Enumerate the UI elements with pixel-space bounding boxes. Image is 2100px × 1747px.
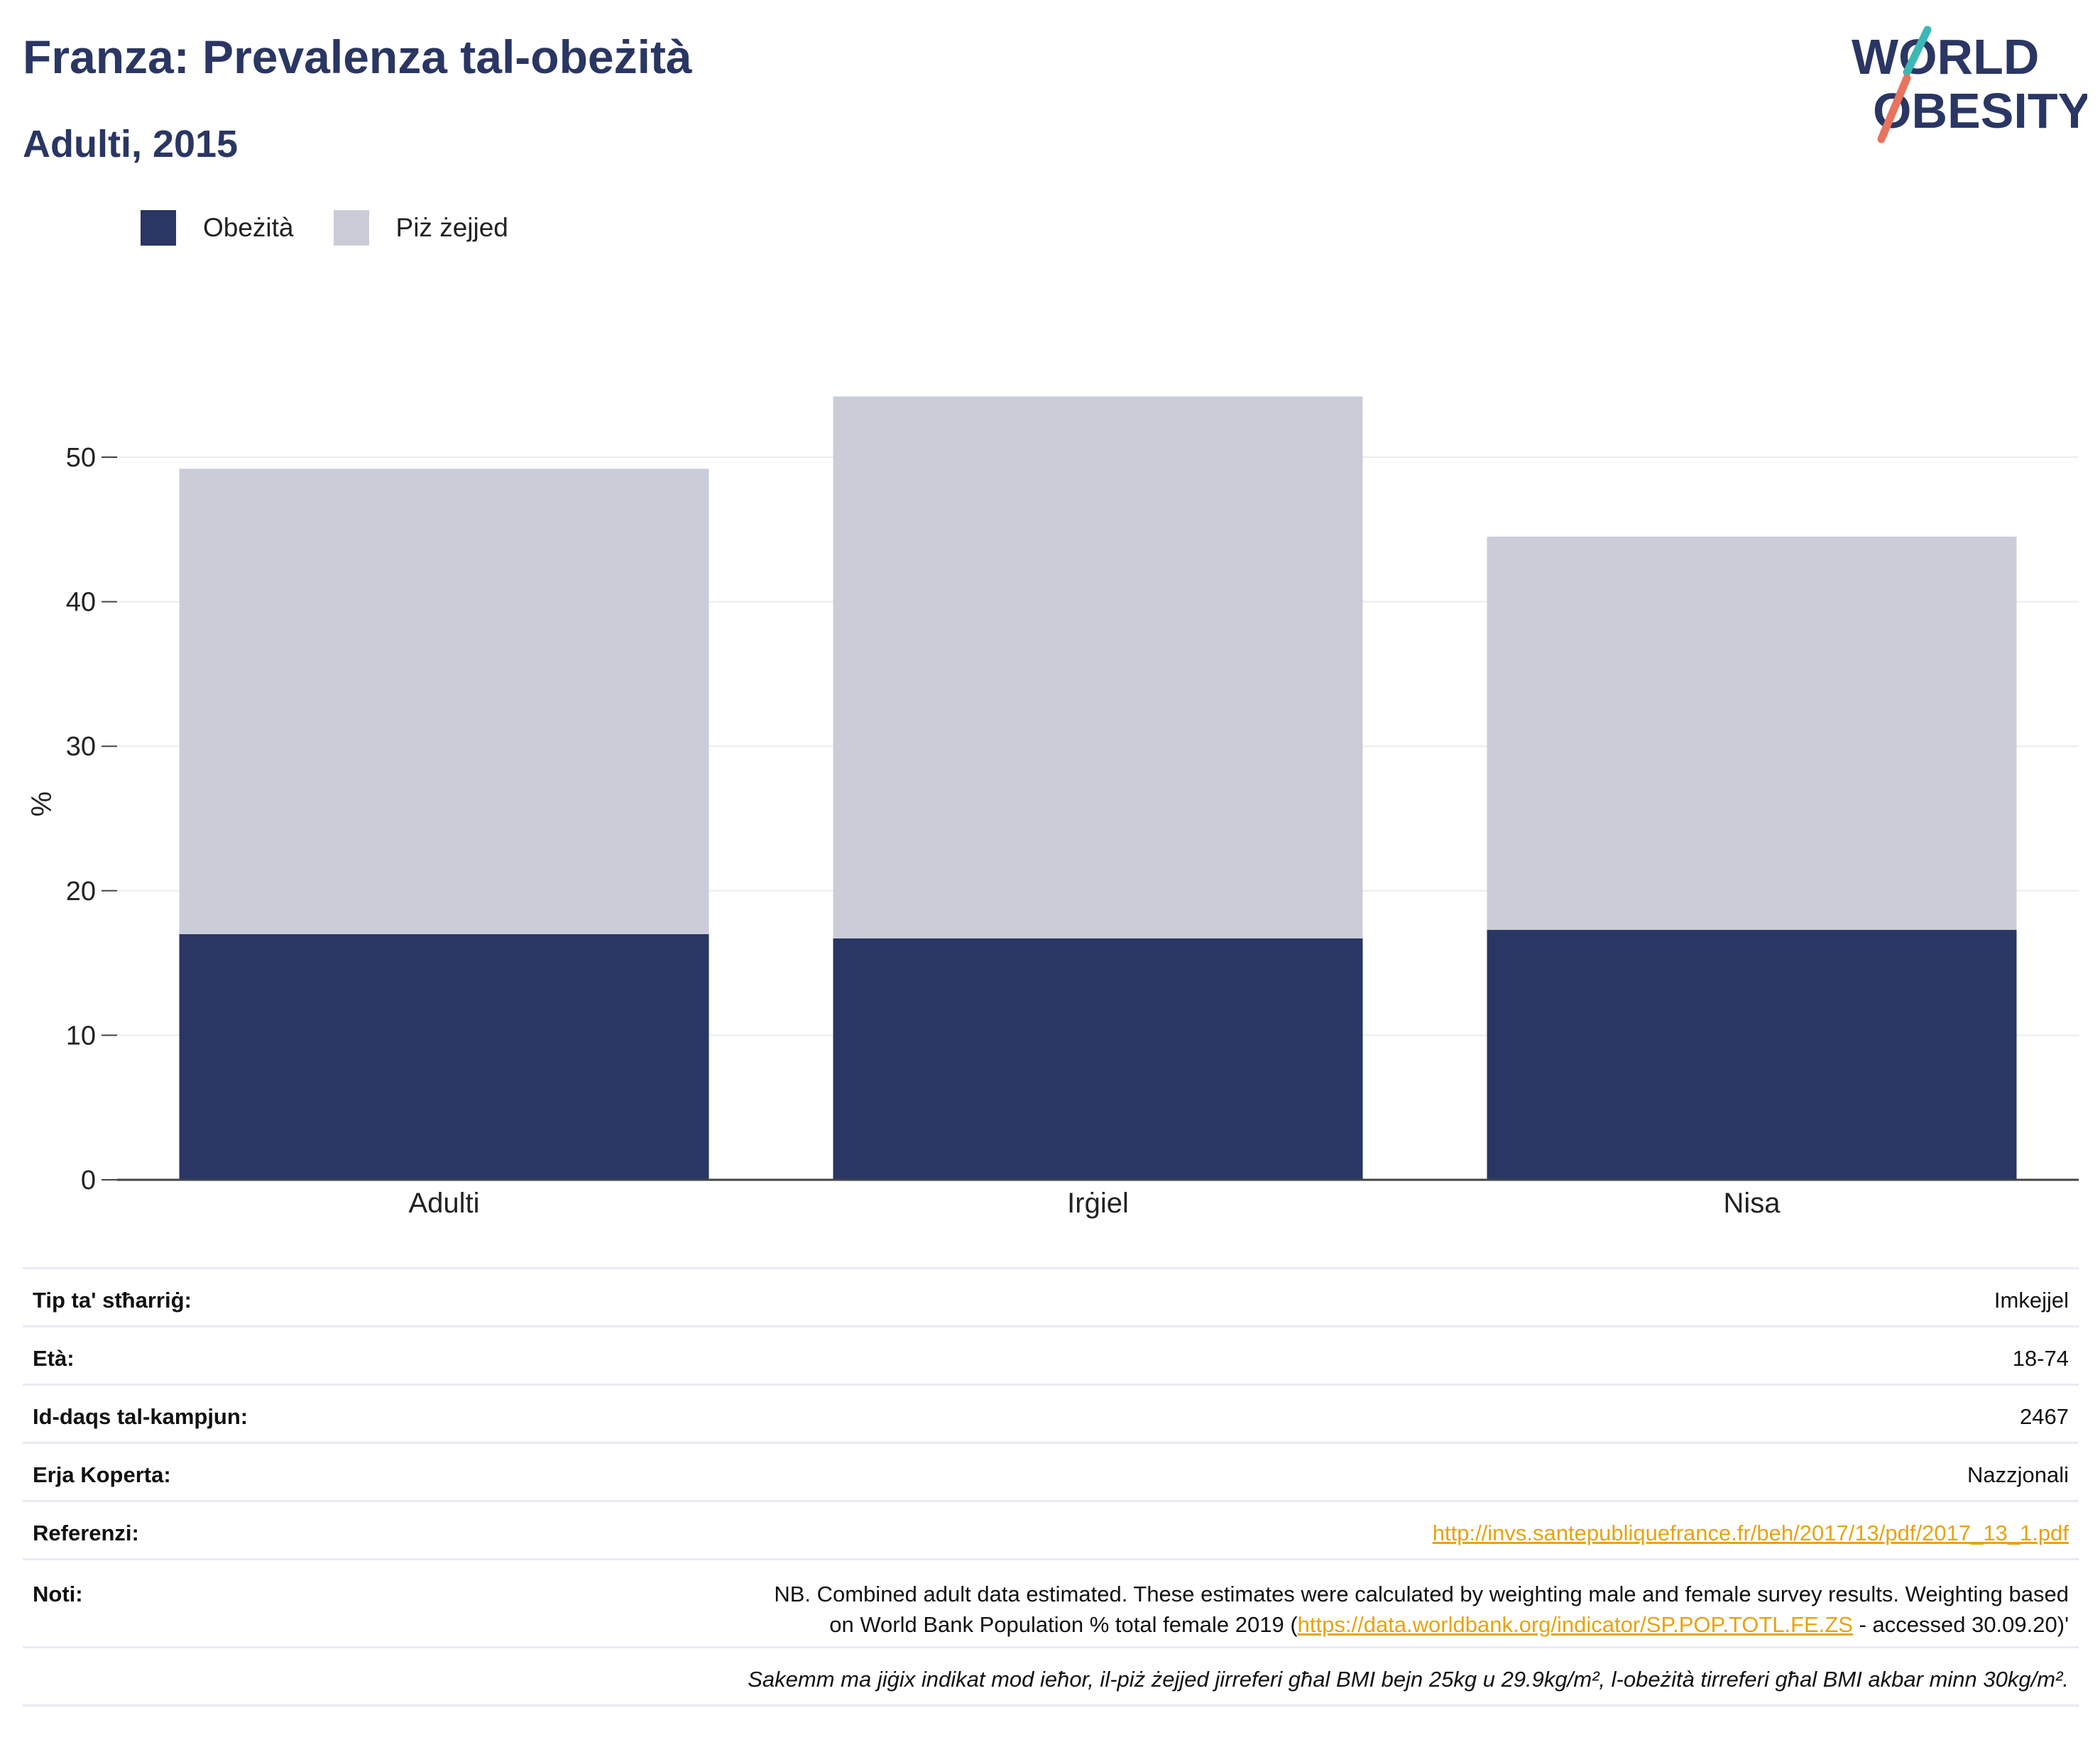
- world-obesity-logo: WORLD OBESITY: [1852, 26, 2087, 143]
- info-row-sample-size: Id-daqs tal-kampjun: 2467: [23, 1384, 2079, 1443]
- area-value: Nazzjonali: [334, 1442, 2079, 1501]
- age-label: Età:: [23, 1325, 335, 1385]
- logo-text-obesity: OBESITY: [1873, 83, 2087, 138]
- info-row-footnote: Sakemm ma jiġix indikat mod ieħor, il-pi…: [23, 1646, 2079, 1707]
- legend-label-obesity: Obeżità: [203, 213, 294, 242]
- age-value: 18-74: [334, 1325, 2079, 1385]
- bar-overweight-1: [833, 396, 1363, 938]
- notes-worldbank-link[interactable]: https://data.worldbank.org/indicator/SP.…: [1297, 1612, 1853, 1637]
- bar-chart: 0 10 20 30 40 50% Adulti Irġiel Nisa: [26, 396, 2079, 1219]
- legend-swatch-obesity: [141, 210, 176, 246]
- survey-type-label: Tip ta' stħarriġ:: [23, 1267, 335, 1327]
- y-tick-label-0: 0: [81, 1166, 96, 1195]
- y-axis-label: %: [26, 792, 58, 817]
- notes-line-1: NB. Combined adult data estimated. These…: [774, 1582, 2069, 1606]
- y-tick-label-10: 10: [66, 1021, 96, 1051]
- info-row-age: Età: 18-74: [23, 1325, 2079, 1385]
- chart-legend: Obeżità Piż żejjed: [141, 210, 548, 246]
- y-tick-label-40: 40: [66, 588, 96, 618]
- y-tick-label-30: 30: [66, 732, 96, 762]
- sample-size-label: Id-daqs tal-kampjun:: [23, 1384, 335, 1443]
- info-row-area: Erja Koperta: Nazzjonali: [23, 1442, 2079, 1501]
- x-tick-label-0: Adulti: [408, 1188, 479, 1219]
- survey-type-value: Imkejjel: [334, 1267, 2079, 1327]
- logo-stroke-teal: [1903, 26, 1932, 77]
- info-row-survey-type: Tip ta' stħarriġ: Imkejjel: [23, 1267, 2079, 1327]
- info-row-notes: Noti: NB. Combined adult data estimated.…: [23, 1558, 2079, 1648]
- bmi-footnote: Sakemm ma jiġix indikat mod ieħor, il-pi…: [23, 1646, 2079, 1707]
- legend-item-obesity[interactable]: Obeżità: [141, 210, 294, 246]
- chart-subtitle: Adulti, 2015: [23, 123, 239, 165]
- x-tick-label-1: Irġiel: [1067, 1188, 1129, 1219]
- info-row-references: Referenzi: http://invs.santepubliquefran…: [23, 1500, 2079, 1560]
- notes-line-2-post: - accessed 30.09.20)': [1852, 1612, 2069, 1637]
- logo-stroke-coral: [1877, 74, 1911, 143]
- bar-overweight-2: [1487, 536, 2017, 930]
- legend-swatch-overweight: [333, 210, 369, 246]
- notes-label: Noti:: [23, 1558, 335, 1648]
- legend-label-overweight: Piż żejjed: [395, 213, 508, 242]
- legend-item-overweight[interactable]: Piż żejjed: [333, 210, 508, 246]
- references-link[interactable]: http://invs.santepubliquefrance.fr/beh/2…: [1432, 1521, 2069, 1545]
- y-tick-label-20: 20: [66, 877, 96, 907]
- bar-overweight-0: [179, 469, 709, 934]
- bar-obesity-1: [833, 938, 1363, 1180]
- references-label: Referenzi:: [23, 1500, 335, 1560]
- survey-info-table: Tip ta' stħarriġ: Imkejjel Età: 18-74 Id…: [23, 1267, 2079, 1707]
- x-tick-label-2: Nisa: [1723, 1188, 1781, 1219]
- bar-obesity-2: [1487, 929, 2017, 1180]
- chart-title: Franza: Prevalenza tal-obeżità: [23, 31, 692, 83]
- area-label: Erja Koperta:: [23, 1442, 335, 1501]
- sample-size-value: 2467: [334, 1384, 2079, 1443]
- bar-obesity-0: [179, 933, 709, 1180]
- y-tick-label-50: 50: [66, 443, 96, 473]
- notes-line-2-pre: on World Bank Population % total female …: [829, 1612, 1298, 1637]
- logo-text-world: WORLD: [1852, 29, 2039, 84]
